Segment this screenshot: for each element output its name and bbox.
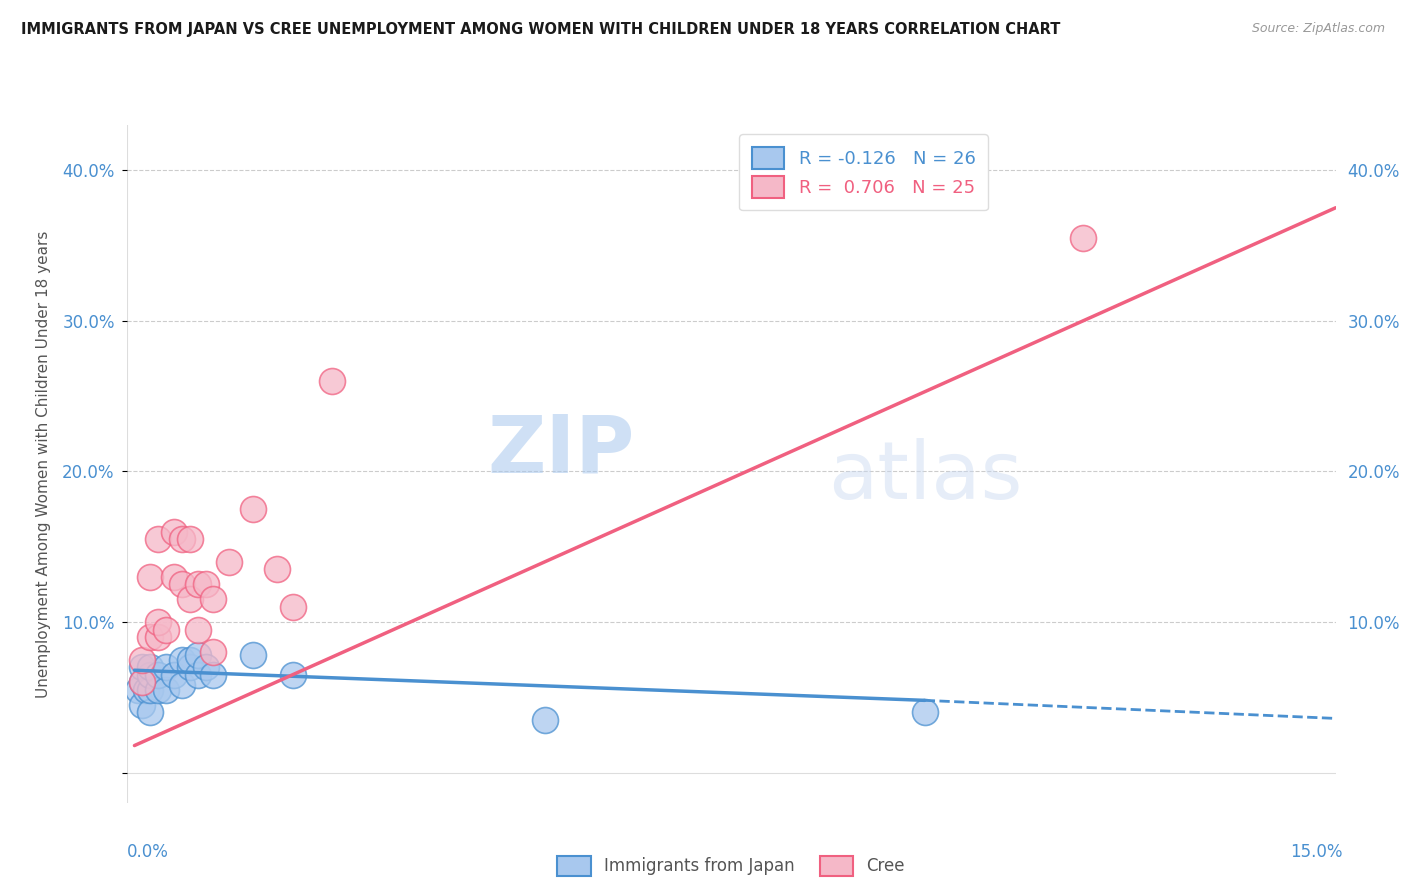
Point [127, 682, 149, 697]
Point [146, 615, 169, 629]
Point [218, 555, 240, 569]
Point [131, 675, 153, 690]
Point [281, 599, 304, 614]
Point [155, 623, 177, 637]
Point [163, 524, 186, 539]
Point [139, 682, 162, 697]
Legend: Immigrants from Japan, Cree: Immigrants from Japan, Cree [551, 849, 911, 882]
Point [179, 653, 201, 667]
Point [534, 713, 557, 727]
Text: 15.0%: 15.0% [1291, 843, 1343, 861]
Point [187, 667, 209, 681]
Point [139, 570, 162, 584]
Text: Source: ZipAtlas.com: Source: ZipAtlas.com [1251, 22, 1385, 36]
Point [170, 653, 193, 667]
Point [187, 577, 209, 591]
Point [163, 667, 186, 681]
Point [179, 660, 201, 674]
Point [194, 577, 217, 591]
Point [242, 502, 264, 516]
Point [202, 645, 225, 659]
Point [146, 682, 169, 697]
Point [202, 592, 225, 607]
Point [170, 577, 193, 591]
Point [170, 532, 193, 546]
Point [281, 667, 304, 681]
Text: 0.0%: 0.0% [127, 843, 169, 861]
Point [155, 682, 177, 697]
Point [146, 667, 169, 681]
Point [187, 648, 209, 662]
Point [131, 653, 153, 667]
Point [146, 532, 169, 546]
Point [146, 630, 169, 644]
Text: atlas: atlas [828, 438, 1022, 516]
Point [187, 623, 209, 637]
Point [131, 660, 153, 674]
Point [135, 682, 157, 697]
Point [179, 532, 201, 546]
Text: IMMIGRANTS FROM JAPAN VS CREE UNEMPLOYMENT AMONG WOMEN WITH CHILDREN UNDER 18 YE: IMMIGRANTS FROM JAPAN VS CREE UNEMPLOYME… [21, 22, 1060, 37]
Point [131, 675, 153, 690]
Point [155, 660, 177, 674]
Y-axis label: Unemployment Among Women with Children Under 18 years: Unemployment Among Women with Children U… [37, 230, 51, 698]
Point [1071, 231, 1094, 245]
Point [139, 630, 162, 644]
Point [139, 660, 162, 674]
Point [139, 706, 162, 720]
Point [170, 678, 193, 692]
Point [179, 592, 201, 607]
Point [321, 374, 343, 388]
Point [242, 648, 264, 662]
Point [194, 660, 217, 674]
Point [131, 698, 153, 712]
Point [202, 667, 225, 681]
Text: ZIP: ZIP [486, 411, 634, 490]
Point [266, 562, 288, 576]
Point [163, 570, 186, 584]
Point [914, 706, 936, 720]
Point [139, 667, 162, 681]
